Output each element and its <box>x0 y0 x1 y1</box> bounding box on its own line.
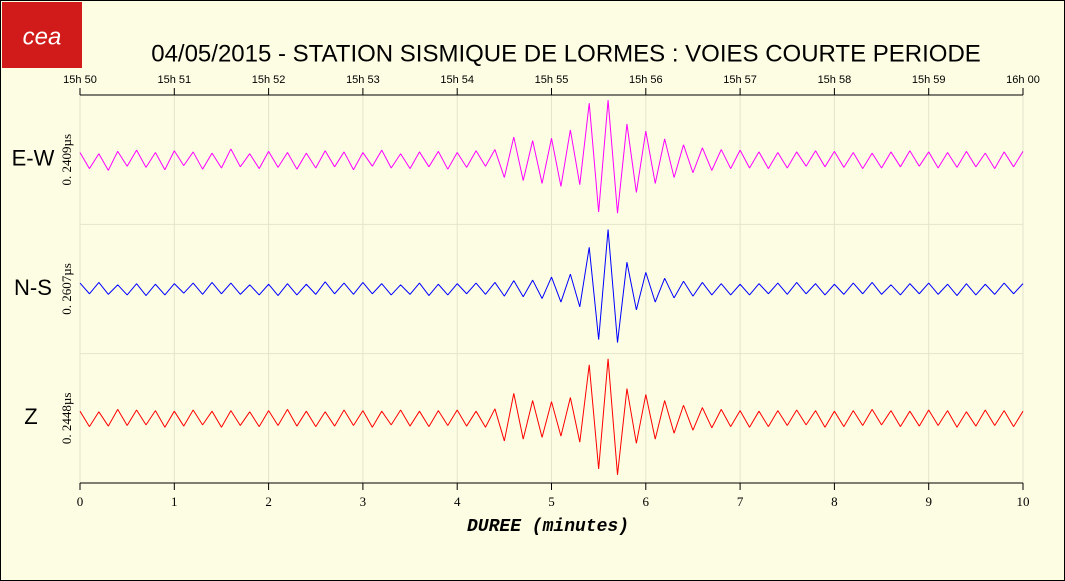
series-label: E-W <box>12 145 55 170</box>
x-tick-label: 6 <box>643 494 650 509</box>
x2-tick-label: 15h 54 <box>440 74 474 86</box>
x2-tick-label: 15h 58 <box>818 74 852 86</box>
x-tick-label: 1 <box>171 494 178 509</box>
series-label: N-S <box>14 275 52 300</box>
x2-tick-label: 15h 57 <box>723 74 757 86</box>
chart-title: 04/05/2015 - STATION SISMIQUE DE LORMES … <box>151 40 981 67</box>
x-tick-label: 2 <box>265 494 272 509</box>
trace <box>79 358 1024 475</box>
x-axis-label: DUREE (minutes) <box>467 517 629 537</box>
x2-tick-label: 15h 52 <box>252 74 286 86</box>
x-tick-label: 7 <box>737 494 744 509</box>
logo: cea <box>23 23 62 50</box>
x-tick-label: 9 <box>925 494 932 509</box>
scale-label: 0. 2448µs <box>59 393 74 445</box>
trace <box>79 229 1024 343</box>
series-label: Z <box>24 404 37 429</box>
x-tick-label: 10 <box>1017 494 1030 509</box>
x-tick-label: 0 <box>77 494 84 509</box>
x2-tick-label: 15h 50 <box>63 74 97 86</box>
x2-tick-label: 15h 59 <box>912 74 946 86</box>
x-tick-label: 4 <box>454 494 461 509</box>
logo-box <box>2 2 82 68</box>
x-tick-label: 3 <box>360 494 367 509</box>
x-tick-label: 8 <box>831 494 838 509</box>
x2-tick-label: 16h 00 <box>1006 74 1040 86</box>
x2-tick-label: 15h 56 <box>629 74 663 86</box>
scale-label: 0. 2409µs <box>59 134 74 186</box>
x-tick-label: 5 <box>548 494 555 509</box>
trace <box>79 100 1024 214</box>
scale-label: 0. 2607µs <box>59 263 74 315</box>
x2-tick-label: 15h 51 <box>157 74 191 86</box>
x2-tick-label: 15h 53 <box>346 74 380 86</box>
x2-tick-label: 15h 55 <box>535 74 569 86</box>
